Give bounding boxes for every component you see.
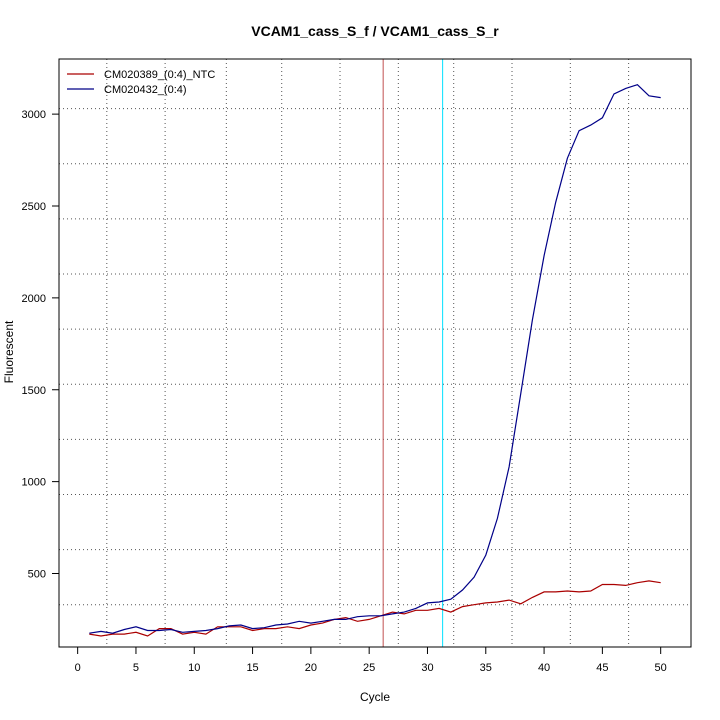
y-tick-label: 2000 <box>22 293 46 305</box>
series-line <box>89 580 661 637</box>
x-tick-label: 25 <box>363 662 375 674</box>
x-tick-label: 15 <box>246 662 258 674</box>
legend-entry-label: CM020432_(0:4) <box>104 84 187 96</box>
x-axis: 0 5 10 15 20 25 30 35 40 45 50 <box>75 646 667 674</box>
y-axis: 500 1000 1500 2000 2500 3000 <box>22 109 60 581</box>
y-axis-label: Fluorescent <box>2 320 16 383</box>
y-tick-label: 500 <box>28 569 46 581</box>
x-tick-label: 5 <box>133 662 139 674</box>
series-lines <box>89 84 661 637</box>
y-tick-label: 3000 <box>22 109 46 121</box>
x-tick-label: 10 <box>188 662 200 674</box>
series-line <box>89 84 661 634</box>
x-tick-label: 30 <box>421 662 433 674</box>
threshold-lines <box>382 59 444 647</box>
y-tick-label: 1500 <box>22 385 46 397</box>
x-tick-label: 45 <box>596 662 608 674</box>
x-tick-label: 50 <box>655 662 667 674</box>
x-tick-label: 35 <box>480 662 492 674</box>
y-tick-label: 2500 <box>22 201 46 213</box>
x-axis-label: Cycle <box>360 690 390 704</box>
grid <box>59 59 691 647</box>
y-tick-label: 1000 <box>22 477 46 489</box>
x-tick-label: 40 <box>538 662 550 674</box>
legend: CM020389_(0:4)_NTC CM020432_(0:4) <box>67 69 215 96</box>
x-tick-label: 0 <box>75 662 81 674</box>
chart-title: VCAM1_cass_S_f / VCAM1_cass_S_r <box>251 23 499 39</box>
x-tick-label: 20 <box>305 662 317 674</box>
legend-entry-label: CM020389_(0:4)_NTC <box>104 69 215 81</box>
